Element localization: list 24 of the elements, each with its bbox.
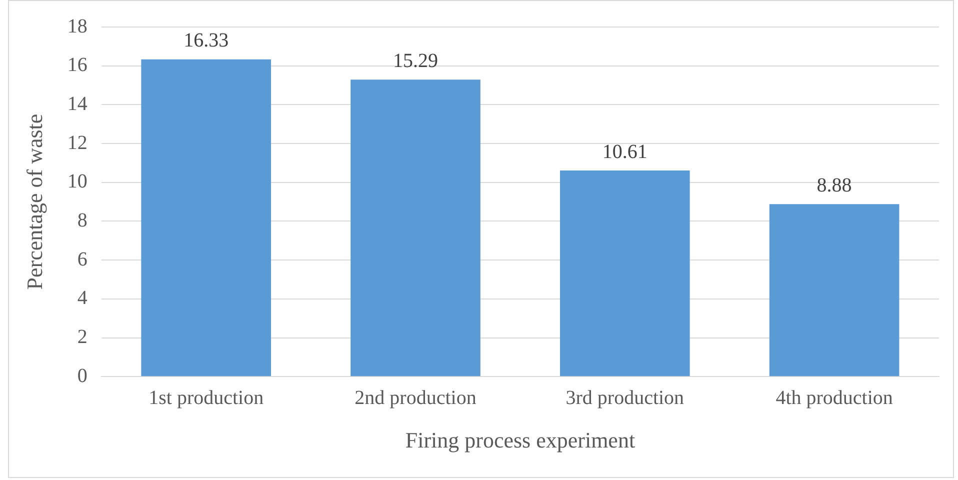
y-tick-label: 12 [67,132,88,154]
data-label: 16.33 [184,30,229,52]
y-tick-label: 18 [67,15,88,38]
y-tick-label: 8 [77,209,88,232]
data-label: 15.29 [393,50,438,72]
bar [560,170,690,376]
bar [769,204,900,376]
x-tick-label: 3rd production [566,386,684,409]
bar [141,59,272,376]
x-tick-label: 1st production [148,386,264,409]
y-tick-label: 16 [67,54,88,76]
y-tick-label: 6 [77,248,88,270]
y-tick-label: 2 [77,326,88,348]
y-tick-label: 4 [77,287,88,310]
bar [350,80,480,376]
x-tick-label: 4th production [776,386,893,409]
y-axis-title: Percentage of waste [22,114,47,290]
x-axis-title: Firing process experiment [405,428,636,453]
y-tick-label: 10 [67,170,88,193]
y-tick-label: 14 [67,92,88,115]
y-tick-label: 0 [77,364,88,387]
data-label: 8.88 [816,174,852,196]
data-label: 10.61 [602,140,648,163]
x-tick-label: 2nd production [354,386,476,409]
